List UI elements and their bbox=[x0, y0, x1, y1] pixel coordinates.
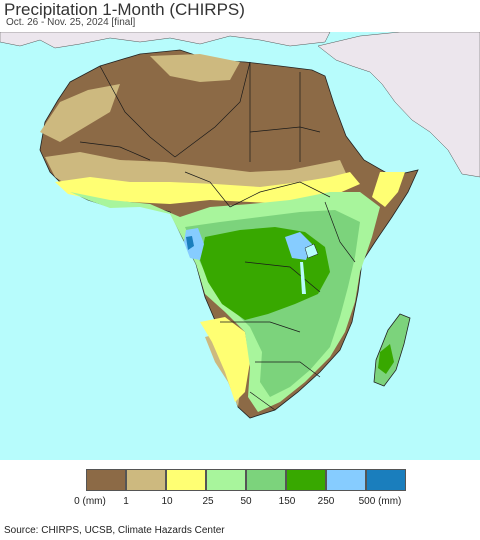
map-title: Precipitation 1-Month (CHIRPS) bbox=[4, 0, 245, 19]
legend-swatch bbox=[326, 469, 366, 491]
legend-label: 500 (mm) bbox=[358, 496, 402, 507]
zone-10mm-horn bbox=[372, 172, 405, 207]
map-subtitle: Oct. 26 - Nov. 25, 2024 [final] bbox=[6, 17, 136, 28]
middle-east-landmass bbox=[317, 32, 480, 178]
zone-250mm-lakes bbox=[285, 232, 312, 260]
europe-landmass bbox=[0, 32, 331, 49]
zone-10mm-sahel bbox=[55, 172, 360, 204]
zone-150mm-madagascar bbox=[378, 344, 394, 374]
legend-label: 10 bbox=[161, 496, 173, 507]
country-borders bbox=[79, 61, 356, 411]
legend-swatch bbox=[126, 469, 166, 491]
zone-500mm-gabon-coast bbox=[186, 236, 194, 250]
legend-label: 0 (mm) bbox=[74, 496, 106, 507]
lake-victoria bbox=[304, 243, 319, 259]
zone-1mm-northeast bbox=[150, 54, 240, 82]
legend-label: 50 bbox=[240, 496, 252, 507]
legend-label: 250 bbox=[317, 496, 335, 507]
legend-label: 150 bbox=[278, 496, 296, 507]
source-credit: Source: CHIRPS, UCSB, Climate Hazards Ce… bbox=[4, 525, 225, 536]
zone-250mm-gabon bbox=[184, 228, 204, 260]
precipitation-map bbox=[0, 32, 480, 460]
legend-label: 25 bbox=[202, 496, 214, 507]
legend: 0 (mm) 1 10 25 50 150 250 500 (mm) bbox=[0, 460, 480, 520]
legend-swatch bbox=[206, 469, 246, 491]
zone-1mm-north bbox=[40, 84, 120, 142]
legend-swatch bbox=[86, 469, 126, 491]
legend-swatch bbox=[286, 469, 326, 491]
legend-label: 1 bbox=[123, 496, 129, 507]
legend-swatch bbox=[366, 469, 406, 491]
zone-10mm-southwest bbox=[200, 317, 250, 402]
legend-swatch bbox=[166, 469, 206, 491]
lake-tanganyika bbox=[300, 262, 306, 294]
legend-swatch bbox=[246, 469, 286, 491]
